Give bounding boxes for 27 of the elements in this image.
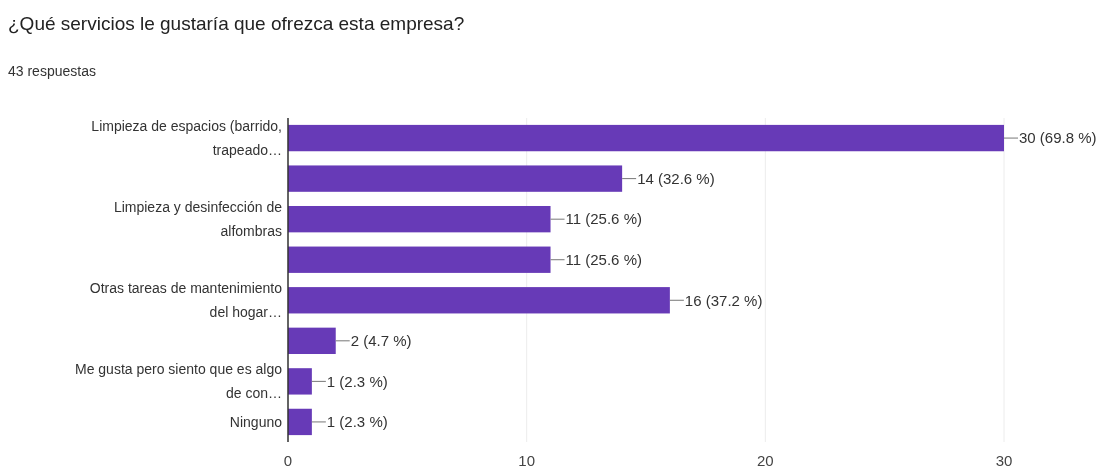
x-tick-label: 30 — [995, 452, 1013, 469]
bar — [288, 287, 670, 314]
bar — [288, 368, 312, 395]
data-label: 1 (2.3 %) — [326, 372, 388, 390]
data-label: 16 (37.2 %) — [684, 291, 763, 309]
bar — [288, 124, 1004, 152]
data-label: 14 (32.6 %) — [637, 169, 715, 187]
data-label: 11 (25.6 %) — [565, 210, 642, 228]
bar — [288, 327, 336, 354]
x-tick-label: 0 — [283, 452, 293, 469]
text: 43 respuestas — [8, 63, 96, 79]
chart-title: ¿Qué servicios le gustaría que ofrezca esta empresa? — [8, 13, 465, 34]
y-tick-label: Ninguno — [229, 413, 283, 430]
bar — [288, 246, 551, 273]
bar — [288, 206, 551, 233]
data-label: 1 (2.3 %) — [326, 413, 388, 431]
y-tick-label: Limpieza y desinfección de alfombras — [113, 199, 283, 240]
x-tick-label: 10 — [518, 452, 536, 469]
data-label: 2 (4.7 %) — [350, 332, 412, 350]
bar — [288, 165, 623, 192]
data-label: 30 (69.8 %) — [1019, 129, 1097, 147]
x-tick-label: 20 — [756, 452, 774, 469]
data-label: 11 (25.6 %) — [565, 250, 642, 268]
bar — [288, 408, 312, 436]
y-tick-label: Otras tareas de mantenimiento del hogar… — [89, 280, 283, 321]
y-tick-label: Me gusta pero siento que es algo de con… — [74, 361, 283, 402]
y-tick-label: Limpieza de espacios (barrido, trapeado… — [91, 117, 282, 158]
